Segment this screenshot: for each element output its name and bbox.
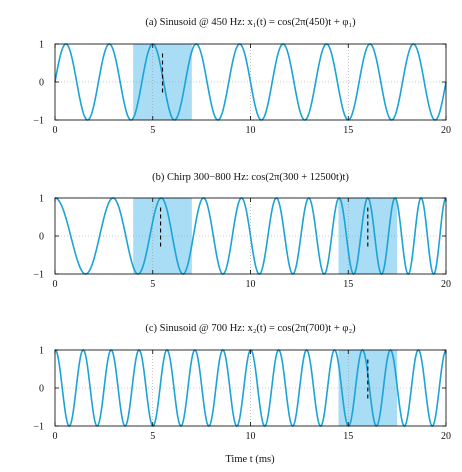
panel-a-xtick-label-10: 10 [246,125,256,136]
panel-a-xtick-label-20: 20 [441,125,451,136]
panel-b-xtick-label-5: 5 [150,279,155,290]
panel-a: (a) Sinusoid @ 450 Hz: x₁(t) = cos(2π(45… [33,17,451,136]
panel-b-ytick-label--1: −1 [33,270,44,281]
panel-b-xtick-label-15: 15 [343,279,353,290]
panel-c: (c) Sinusoid @ 700 Hz: x₂(t) = cos(2π(70… [33,323,451,442]
panel-b-xtick-label-0: 0 [53,279,58,290]
panel-a-ytick-label-0: 0 [39,78,44,89]
panel-a-xtick-label-15: 15 [343,125,353,136]
panel-c-xtick-label-0: 0 [53,431,58,442]
panel-b-ytick-label-1: 1 [39,194,44,205]
panel-b-signal-line [54,197,447,275]
panel-c-title: (c) Sinusoid @ 700 Hz: x₂(t) = cos(2π(70… [145,323,356,334]
panel-b-title: (b) Chirp 300−800 Hz: cos(2π(300 + 12500… [152,172,349,183]
panel-a-title: (a) Sinusoid @ 450 Hz: x₁(t) = cos(2π(45… [145,17,356,28]
panel-a-ytick-label--1: −1 [33,116,44,127]
panel-c-ytick-label--1: −1 [33,422,44,433]
panel-b-ytick-label-0: 0 [39,232,44,243]
panel-a-xtick-label-5: 5 [150,125,155,136]
panel-a-ytick-label-1: 1 [39,40,44,51]
panel-b-xtick-label-20: 20 [441,279,451,290]
panel-c-xtick-label-5: 5 [150,431,155,442]
panel-c-xtick-label-15: 15 [343,431,353,442]
panel-c-xtick-label-20: 20 [441,431,451,442]
panel-b-highlight-window-1 [133,198,192,274]
panel-b: (b) Chirp 300−800 Hz: cos(2π(300 + 12500… [33,172,451,290]
panel-b-xtick-label-10: 10 [246,279,256,290]
panel-c-ytick-label-1: 1 [39,346,44,357]
panel-a-xtick-label-0: 0 [53,125,58,136]
panel-c-xtick-label-10: 10 [246,431,256,442]
panel-c-ytick-label-0: 0 [39,384,44,395]
x-axis-label: Time t (ms) [225,454,275,465]
panel-a-signal-line [54,43,447,121]
